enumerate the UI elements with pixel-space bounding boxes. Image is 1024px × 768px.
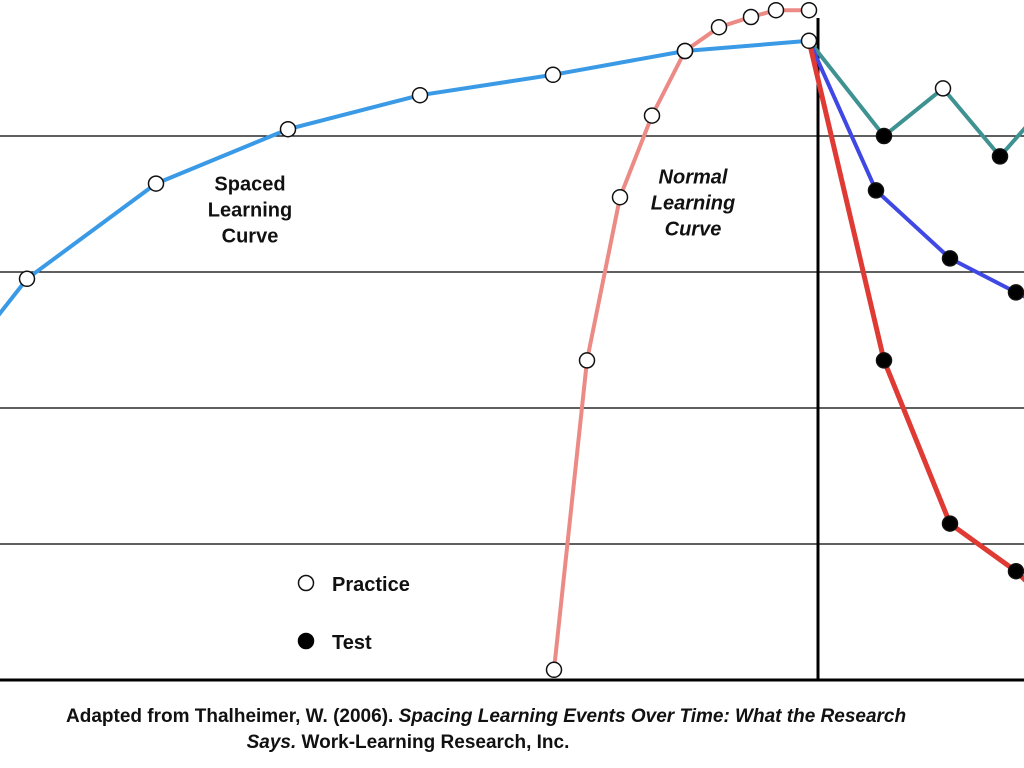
test-point-test-blue-2 (941, 250, 959, 267)
caption-publisher: Work-Learning Research, Inc. (296, 732, 570, 753)
practice-point-spaced-3 (279, 120, 297, 138)
practice-point-spaced-2 (147, 175, 165, 192)
caption-title-part2: Says. (246, 732, 297, 753)
gridlines (0, 18, 1024, 682)
practice-point-normal-6 (742, 8, 760, 26)
series-line-normal (552, 8, 811, 672)
test-point-test-blue-1 (867, 182, 885, 199)
legend-test-marker (297, 632, 315, 650)
curve-annotation-line: Curve (665, 219, 722, 241)
test-point-test-teal-1 (875, 127, 893, 145)
series-line-test-teal (807, 38, 1024, 159)
series-line-test-red (806, 38, 1024, 583)
practice-point-normal-5 (710, 18, 728, 36)
curve-annotation-line: Curve (222, 225, 279, 247)
series-lines (0, 8, 1024, 672)
practice-point-test-teal-2 (934, 80, 952, 97)
practice-point-spaced-5 (544, 66, 562, 84)
caption-title-part1: Spacing Learning Events Over Time: What … (398, 706, 907, 727)
curve-annotation-2: Normal Learning Curve (651, 167, 735, 241)
series-markers (18, 1, 1024, 679)
practice-point-normal-8 (800, 1, 818, 19)
practice-point-normal-2 (611, 188, 629, 206)
legend: Practice Test (297, 574, 410, 654)
caption-prefix: Adapted from Thalheimer, W. (2006). (66, 706, 399, 727)
legend-test-label: Test (332, 632, 372, 654)
practice-point-normal-1 (578, 352, 596, 369)
practice-point-spaced-7 (800, 32, 818, 50)
legend-practice-label: Practice (332, 574, 410, 596)
curve-annotation-line: Learning (651, 193, 735, 215)
test-point-test-red-3 (1007, 562, 1024, 580)
curve-annotation-1: Spaced Learning Curve (208, 173, 292, 247)
curve-annotation-line: Normal (659, 167, 728, 189)
practice-point-normal-0 (545, 661, 563, 679)
practice-point-normal-4 (676, 42, 694, 60)
curve-annotation-line: Spaced (214, 173, 285, 195)
series-line-spaced (0, 38, 811, 317)
test-point-test-teal-3 (991, 148, 1009, 165)
practice-point-normal-3 (643, 107, 661, 124)
curve-annotations: Spaced Learning Curve Normal Learning Curve (208, 167, 735, 248)
learning-curves-chart: Spaced Learning Curve Normal Learning Curve P… (0, 1, 1024, 682)
test-point-test-red-1 (875, 352, 893, 369)
practice-point-spaced-4 (411, 86, 429, 104)
test-point-test-blue-3 (1007, 284, 1024, 301)
practice-point-spaced-1 (18, 270, 36, 288)
practice-point-normal-7 (767, 1, 785, 19)
test-point-test-red-2 (941, 515, 959, 532)
legend-practice-marker (297, 574, 315, 592)
curve-annotation-line: Learning (208, 199, 292, 221)
